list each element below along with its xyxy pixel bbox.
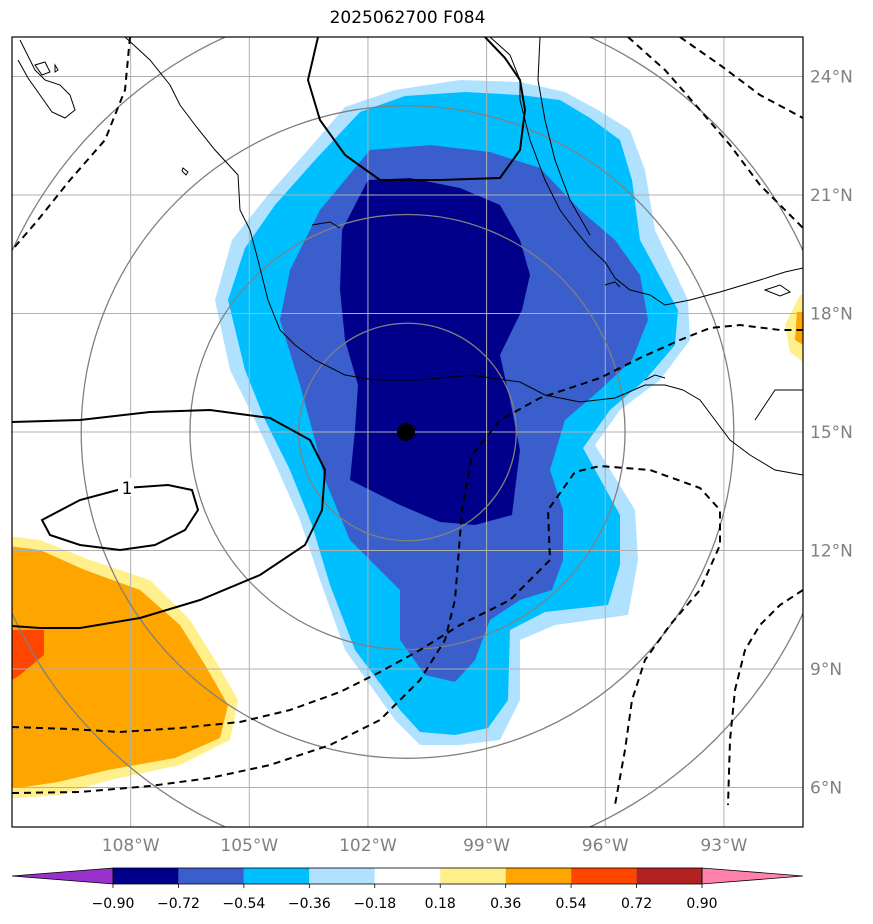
colorbar-segment-6 bbox=[505, 868, 572, 884]
plot-area: 1 bbox=[12, 37, 803, 827]
contour-west-long bbox=[12, 408, 327, 629]
contour-dash-south-2 bbox=[12, 323, 803, 794]
contour-dash-south-1 bbox=[12, 464, 721, 806]
colorbar-segment-4 bbox=[374, 868, 441, 884]
chart-title: 2025062700 F084 bbox=[329, 8, 486, 28]
range-ring-1 bbox=[189, 213, 626, 651]
contour-one bbox=[40, 483, 200, 552]
colorbar-tick-label: −0.72 bbox=[157, 896, 200, 912]
coastline-island-east bbox=[754, 389, 803, 421]
contour-label: 1 bbox=[122, 479, 133, 499]
coastline-yucatan bbox=[537, 37, 591, 236]
coastline-baja bbox=[17, 39, 76, 119]
colorbar: −0.90 −0.72 −0.54 −0.36 −0.18 0.18 0.36 0.54 0.7… bbox=[11, 867, 804, 912]
lat-tick-label: 15°N bbox=[810, 423, 853, 443]
lat-tick-label: 18°N bbox=[810, 305, 853, 325]
colorbar-segment-2 bbox=[243, 868, 310, 884]
colorbar-extend-high bbox=[701, 867, 804, 885]
contour-dash-ne-1 bbox=[627, 37, 803, 229]
lon-tick-label: 108°W bbox=[102, 836, 160, 856]
colorbar-segment-0 bbox=[113, 868, 179, 884]
lon-tick-label: 105°W bbox=[220, 836, 278, 856]
colorbar-segment-5 bbox=[440, 868, 506, 884]
lat-tick-label: 6°N bbox=[810, 779, 842, 799]
coastlines bbox=[17, 37, 803, 476]
colorbar-segment-7 bbox=[571, 868, 637, 884]
lat-tick-label: 24°N bbox=[810, 68, 853, 88]
lat-tick-label: 9°N bbox=[810, 660, 842, 680]
colorbar-tick-label: −0.18 bbox=[353, 896, 396, 912]
contours-dashed bbox=[12, 37, 803, 806]
coastline-small-3 bbox=[54, 63, 59, 73]
lon-tick-label: 102°W bbox=[339, 836, 397, 856]
lon-tick-label: 99°W bbox=[463, 836, 510, 856]
plot-frame bbox=[11, 36, 804, 828]
colorbar-tick-label: −0.36 bbox=[288, 896, 331, 912]
colorbar-tick-label: 0.18 bbox=[425, 896, 456, 912]
coastline-mainland-west bbox=[124, 37, 684, 403]
range-rings bbox=[12, 37, 803, 827]
colorbar-tick-label: 0.90 bbox=[686, 896, 717, 912]
contours-solid bbox=[12, 37, 527, 629]
colorbar-tick-label: 0.54 bbox=[556, 896, 587, 912]
lon-tick-labels: 108°W 105°W 102°W 99°W 96°W 93°W bbox=[102, 836, 748, 856]
coastline-small-2 bbox=[763, 284, 792, 297]
range-ring-0 bbox=[298, 322, 517, 542]
colorbar-tick-label: 0.72 bbox=[621, 896, 652, 912]
coastline-gulf bbox=[489, 37, 803, 306]
colorbar-segment-8 bbox=[636, 868, 702, 884]
shading-east-pos-core bbox=[795, 312, 803, 345]
shading-level-0.72 bbox=[340, 178, 530, 525]
colorbar-segment-1 bbox=[178, 868, 244, 884]
colorbar-extend-low bbox=[11, 867, 114, 885]
colorbar-tick-label: −0.54 bbox=[222, 896, 265, 912]
contour-north-loop bbox=[306, 37, 527, 181]
lon-tick-label: 96°W bbox=[582, 836, 629, 856]
coastline-small-1 bbox=[181, 167, 189, 176]
lat-tick-label: 12°N bbox=[810, 542, 853, 562]
coastline-border-1 bbox=[311, 221, 341, 229]
contour-label-bg bbox=[118, 478, 134, 496]
colorbar-tick-label: −0.90 bbox=[92, 896, 135, 912]
shading-east-pos bbox=[785, 295, 803, 362]
coastline-small-4 bbox=[34, 61, 51, 76]
contour-dash-ne-2 bbox=[679, 37, 803, 119]
colorbar-frame bbox=[112, 867, 703, 885]
lon-tick-label: 93°W bbox=[700, 836, 747, 856]
shading-level-pos-0.54 bbox=[12, 630, 44, 680]
coastline-border-2 bbox=[604, 281, 621, 288]
range-ring-2 bbox=[80, 105, 735, 759]
coastline-central-america bbox=[682, 389, 803, 476]
colorbar-segment-3 bbox=[309, 868, 375, 884]
colorbar-tick-label: 0.36 bbox=[490, 896, 521, 912]
contour-dash-se bbox=[727, 589, 803, 806]
lat-tick-labels: 6°N 9°N 12°N 15°N 18°N 21°N 24°N bbox=[810, 68, 853, 799]
contour-dash-nw bbox=[12, 37, 131, 251]
coastline-border-3 bbox=[644, 374, 666, 381]
storm-center-marker bbox=[397, 423, 415, 441]
lat-tick-label: 21°N bbox=[810, 186, 853, 206]
